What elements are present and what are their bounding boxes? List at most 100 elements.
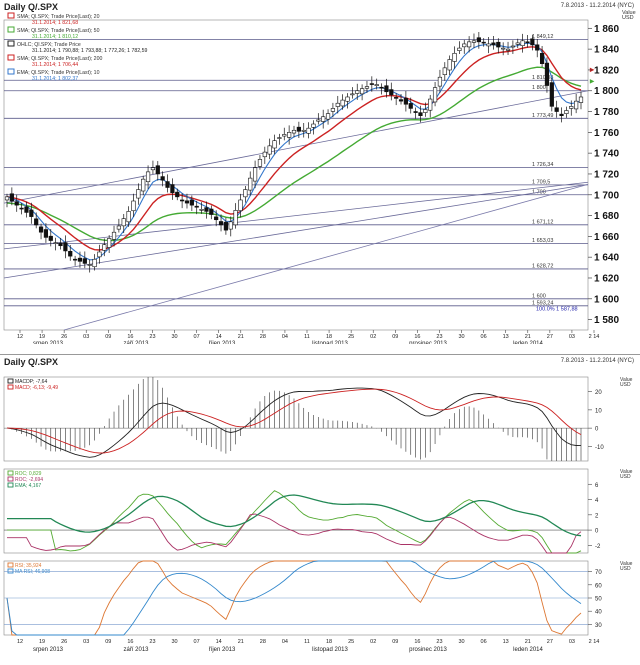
indicator-y-tick-label: 2 [595,513,599,519]
candle-body [559,113,564,117]
candle-body [311,123,316,128]
candle-body [43,229,49,238]
candle-body [374,84,379,86]
indicator-x-tick-label: 30 [171,639,177,645]
indicator-y-title: Value [620,561,633,567]
x-tick-label: 23 [149,334,155,340]
candle-body [554,107,559,112]
candle-body [389,89,394,96]
indicator-legend-swatch [7,476,14,482]
candle-body [223,221,228,231]
candle-body [29,209,34,217]
legend-swatch [7,12,15,19]
x-tick-label: 14 [216,334,222,340]
indicator-panel-range: 7.8.2013 - 11.2.2014 (NYC) [560,358,634,364]
indicator-x-tick-label: 21 [525,639,531,645]
price-panel-title: Daily Q/.SPX [4,2,59,12]
indicator-x-tick-label: 23 [149,639,155,645]
x-tick-label: 30 [458,334,464,340]
indicator-legend-label: MA RSI; 46,908 [15,569,50,575]
candle-body [301,129,306,132]
price-panel-range: 7.8.2013 - 11.2.2014 (NYC) [560,3,634,9]
candle-body [58,242,63,247]
candle-body [116,225,121,230]
support-line-label: 1 726,34 [532,162,553,168]
x-tick-label: 28 [260,334,266,340]
indicator-panel: Daily Q/.SPX 7.8.2013 - 11.2.2014 (NYC) … [0,354,640,665]
candle-body [238,199,243,211]
x-tick-label: 11 [304,334,310,340]
candle-body [77,257,83,262]
x-tick-label: 03 [569,334,575,340]
candle-body [243,189,248,198]
candle-body [384,85,389,93]
candle-body [408,103,413,109]
x-month-label: leden 2014 [513,341,543,344]
y-tick-label: 1 740 [594,149,619,160]
candle-body [126,211,131,223]
indicator-x-tick-label: 16 [127,639,133,645]
indicator-x-tick-label: 18 [326,639,332,645]
candle-body [199,209,204,211]
indicator-y-unit: USD [620,474,631,480]
candle-body [428,98,433,111]
candle-body [345,96,350,102]
candle-body [476,37,481,43]
candle-body [423,109,428,113]
indicator-x-tick-label: 14 [216,639,222,645]
support-line-label: 1 593,24 [532,300,553,306]
x-tick-label: 16 [414,334,420,340]
y-tick-label: 1 680 [594,211,619,222]
x-month-label: prosinec 2013 [409,341,447,344]
indicator-panel-title: Daily Q/.SPX [4,357,59,367]
indicator-x-tick-label: 12 [17,639,23,645]
support-line-label: 1 653,03 [532,238,553,244]
candle-body [496,41,501,48]
candle-body [204,207,209,212]
candle-body [282,134,287,137]
indicator-x-tick-label: 26 [61,639,67,645]
x-tick-label: 06 [481,334,487,340]
roc-ema-line [7,494,582,537]
candle-body [136,189,141,199]
candle-body [501,47,506,50]
candle-body [175,191,180,198]
support-line-label: 1 671,12 [532,219,553,225]
candle-body [355,90,360,94]
candle-body [432,87,438,103]
indicator-y-tick-label: 4 [595,498,599,504]
x-tick-label: 21 [238,334,244,340]
candle-body [437,76,443,87]
candle-body [335,102,340,107]
candle-body [413,111,418,113]
y-axis-title: Value [622,10,636,16]
candle-body [418,112,423,117]
y-tick-label: 1 700 [594,190,619,201]
x-tick-label: 09 [105,334,111,340]
indicator-y-unit: USD [620,566,631,572]
support-line-label: 1 628,72 [532,263,553,269]
candle-body [155,165,160,175]
indicator-x-tick-label: 13 [503,639,509,645]
indicator-y-tick-label: 20 [595,390,602,396]
candle-body [257,159,263,167]
x-month-label: říjen 2013 [209,341,236,344]
candle-body [471,40,477,43]
legend-swatch [7,26,15,33]
indicator-frame [3,376,589,462]
indicator-x-tick-label: 03 [569,639,575,645]
candle-body [291,129,297,134]
x-month-label: listopad 2013 [312,341,348,344]
y-tick-label: 1 820 [594,65,619,76]
legend-swatch [7,54,15,61]
indicator-x-tick-label: 25 [348,639,354,645]
x-tick-label: 02 [370,334,376,340]
candle-body [165,181,170,188]
y-tick-label: 1 760 [594,128,619,139]
candle-body [107,238,112,248]
support-line-label: 1 709,5 [532,179,550,185]
candle-body [252,167,258,182]
y-tick-label: 1 580 [594,315,619,326]
x-tick-label: 18 [326,334,332,340]
